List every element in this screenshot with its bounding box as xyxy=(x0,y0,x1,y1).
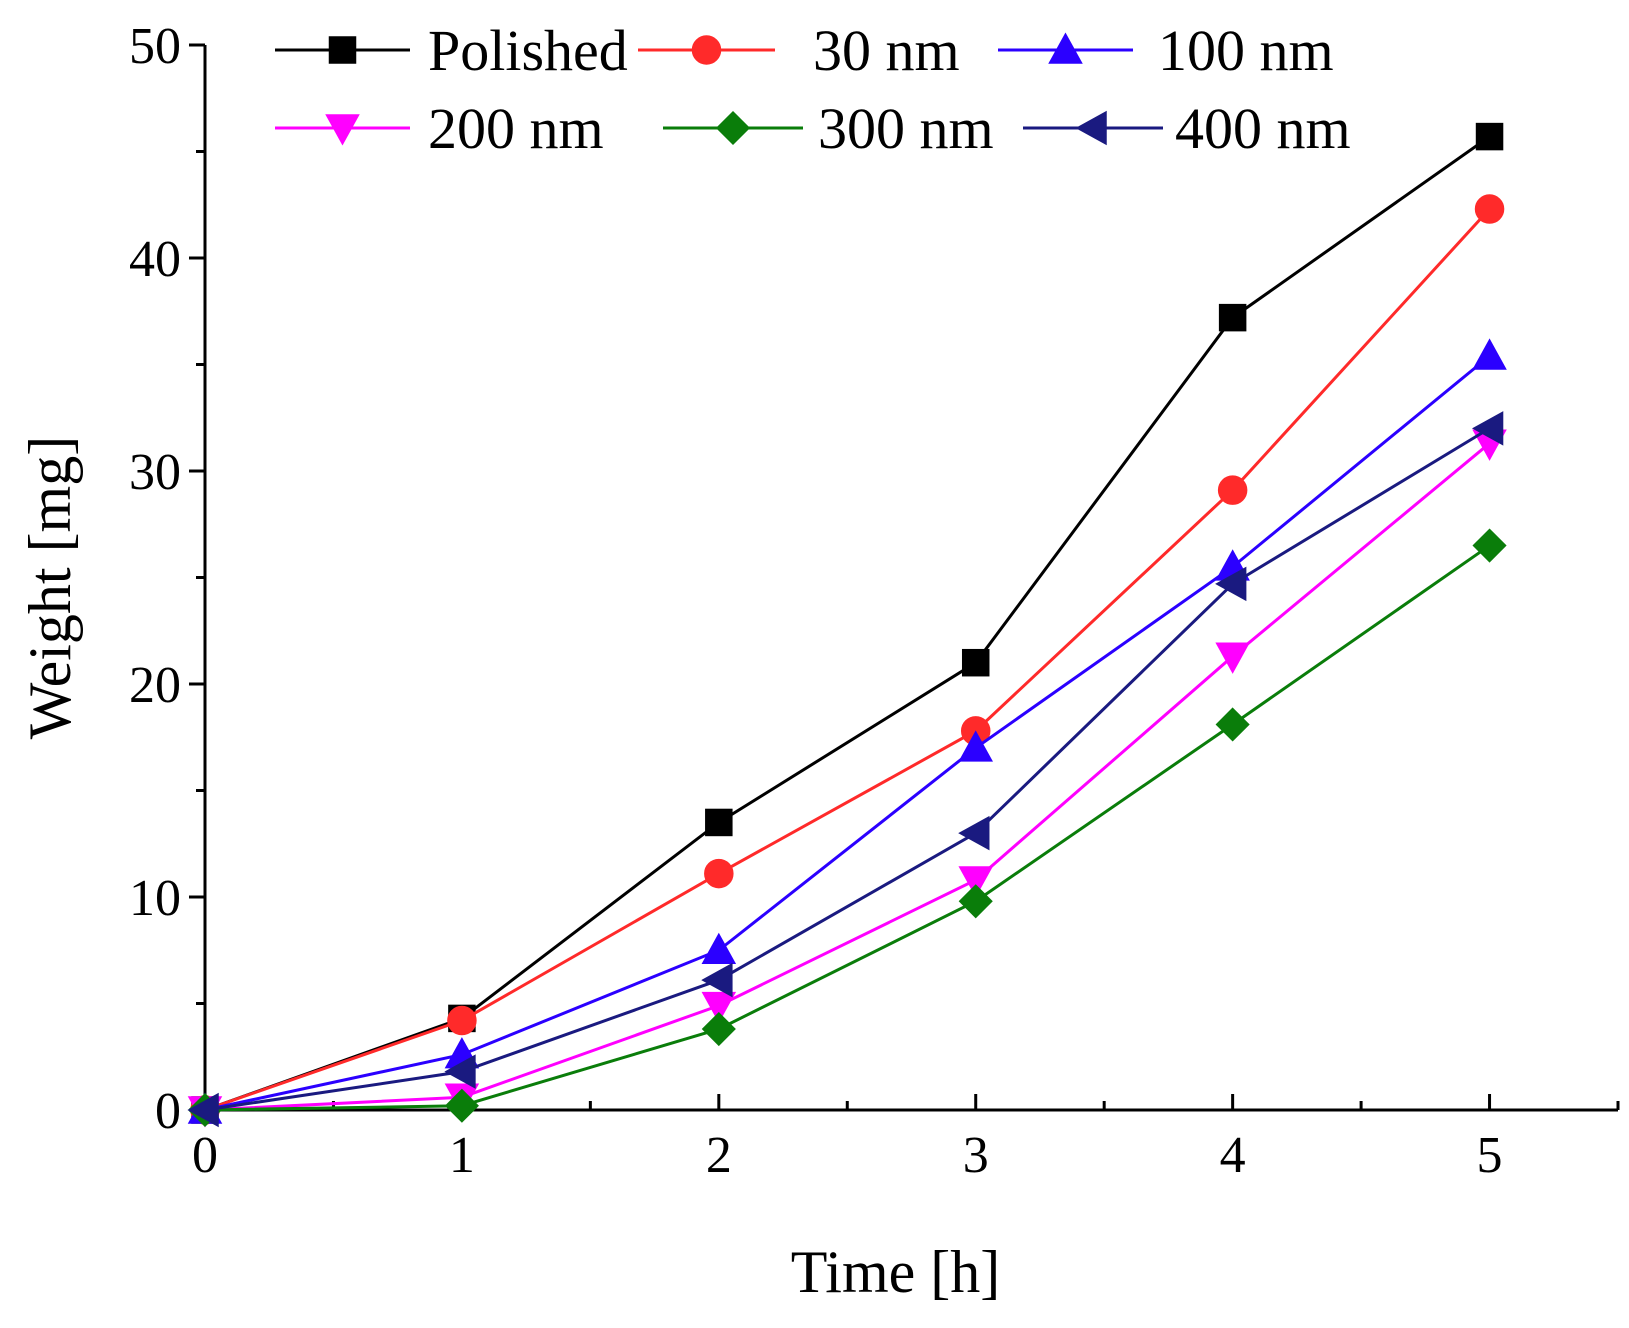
series-line xyxy=(204,135,1491,1112)
data-point xyxy=(1472,338,1507,370)
legend-marker xyxy=(1075,110,1107,146)
data-point xyxy=(1475,122,1504,151)
legend-label: 200 nm xyxy=(428,96,604,161)
data-point xyxy=(958,866,993,898)
legend-item: 400 nm xyxy=(1023,96,1351,161)
data-point xyxy=(701,962,733,998)
x-tick-label: 4 xyxy=(1220,1127,1246,1184)
y-tick-label: 0 xyxy=(155,1083,181,1140)
data-point xyxy=(1471,411,1504,446)
legend-marker xyxy=(715,110,751,146)
series-400-nm xyxy=(187,411,1504,1128)
data-point xyxy=(447,1005,477,1036)
legend-label: Polished xyxy=(428,18,628,83)
x-axis-title: Time [h] xyxy=(791,1239,1000,1305)
data-point xyxy=(444,1088,479,1123)
data-point xyxy=(704,858,734,889)
legend: Polished 30 nm 100 nm 200 nm 300 nm 400 nm xyxy=(275,18,1351,161)
legend-marker xyxy=(325,114,360,146)
legend-item: 100 nm xyxy=(998,18,1334,83)
y-axis-title: Weight [mg] xyxy=(17,436,83,739)
data-point xyxy=(701,932,737,964)
legend-label: 30 nm xyxy=(813,18,960,83)
series-300-nm xyxy=(187,528,1507,1128)
x-tick-label: 2 xyxy=(706,1127,732,1184)
axes xyxy=(203,45,1618,1112)
legend-item: 30 nm xyxy=(638,18,960,83)
data-point xyxy=(1215,642,1250,674)
series-line xyxy=(204,442,1491,1112)
data-point xyxy=(1215,707,1250,742)
data-point xyxy=(701,991,737,1024)
legend-label: 300 nm xyxy=(818,96,994,161)
data-point xyxy=(958,815,990,851)
series-100-nm xyxy=(187,338,1507,1124)
series-line xyxy=(204,427,1491,1112)
data-point xyxy=(444,1054,476,1089)
y-tick-label: 10 xyxy=(129,870,181,927)
y-tick-label: 30 xyxy=(129,444,181,501)
data-point xyxy=(187,1092,219,1128)
data-point xyxy=(958,884,993,919)
legend-marker xyxy=(691,35,722,65)
data-point xyxy=(701,1011,736,1047)
legend-label: 400 nm xyxy=(1175,96,1351,161)
x-tick-label: 5 xyxy=(1477,1127,1503,1184)
y-tick-label: 20 xyxy=(129,657,181,714)
legend-label: 100 nm xyxy=(1158,18,1334,83)
data-point xyxy=(1474,194,1505,224)
series-line xyxy=(204,544,1491,1112)
x-tick-label: 1 xyxy=(449,1127,475,1184)
series-layer xyxy=(187,122,1507,1128)
x-tick-label: 3 xyxy=(963,1127,989,1184)
legend-marker xyxy=(1048,32,1083,64)
data-point xyxy=(1217,475,1248,505)
data-point xyxy=(1215,566,1247,602)
series-line xyxy=(204,354,1491,1112)
series-line xyxy=(204,207,1491,1112)
data-point xyxy=(1472,528,1507,563)
legend-item: 200 nm xyxy=(275,96,604,161)
y-tick-label: 50 xyxy=(129,18,181,75)
data-point xyxy=(705,808,733,837)
series-polished xyxy=(191,122,1504,1124)
series-200-nm xyxy=(187,429,1507,1128)
series-30-nm xyxy=(190,194,1505,1125)
legend-marker xyxy=(328,36,357,64)
y-tick-label: 40 xyxy=(129,231,181,288)
legend-item: 300 nm xyxy=(663,96,994,161)
legend-item: Polished xyxy=(275,18,628,83)
x-tick-label: 0 xyxy=(192,1127,218,1184)
data-point xyxy=(961,648,990,677)
data-point xyxy=(1218,303,1247,332)
data-point xyxy=(958,730,993,762)
